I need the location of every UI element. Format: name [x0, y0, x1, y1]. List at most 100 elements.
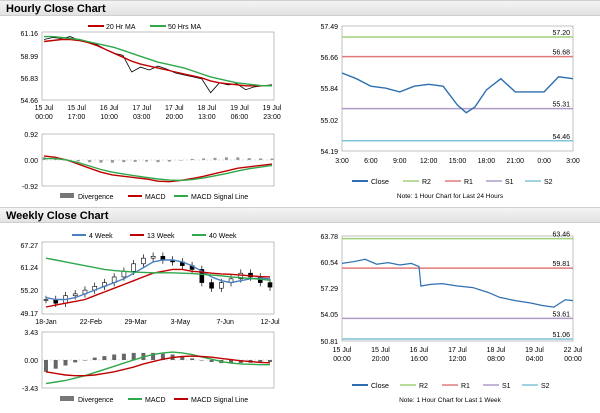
candle-body [131, 263, 136, 272]
x-tick-label: 9:00 [393, 158, 407, 165]
legend-label-r2: R2 [419, 383, 428, 390]
candle-body [121, 271, 127, 278]
pivot-level-label: 56.68 [552, 50, 570, 57]
x-tick-label: 19 Jul [263, 105, 282, 112]
legend-label-4-week: 4 Week [89, 233, 113, 240]
divergence-bar [131, 352, 136, 360]
legend-label-macd-signal: MACD Signal Line [191, 194, 248, 201]
weekly-price-series [43, 252, 273, 308]
weekly-section-title: Weekly Close Chart [0, 207, 600, 223]
legend-label-divergence: Divergence [78, 194, 114, 201]
y-tick-label: 58.99 [20, 54, 38, 61]
series-line-4-week [45, 259, 271, 301]
divergence-bar [44, 360, 48, 372]
y-tick-label: 55.20 [20, 288, 38, 295]
intraday-x-ticks: 3:00 6:00 9:00 12:00 15:00 18:00 21:00 0:00 3:00 [335, 158, 580, 165]
x-tick-label: 7-Jun [216, 319, 234, 326]
x-tick-label: 19 Jul [525, 347, 544, 354]
candle-body [238, 272, 244, 280]
legend-swatch-divergence [60, 396, 74, 401]
divergence-bar [190, 158, 194, 160]
divergence-bar [151, 352, 156, 360]
x-tick-label: 15 Jul [67, 105, 86, 112]
candle-body [141, 257, 146, 265]
x-tick-label: 18:00 [478, 158, 496, 165]
x-tick-label: 10:00 [100, 114, 118, 121]
legend-label-close: Close [371, 383, 389, 390]
weekly-hourly-pivot-levels: 63.46 59.81 53.61 51.06 [342, 232, 573, 340]
divergence-bar [160, 353, 165, 360]
intraday-close-chart: 57.49 56.66 55.84 55.02 54.19 57.20 56.68… [320, 24, 580, 200]
divergence-bar [259, 158, 263, 160]
x-tick-label: 29-Mar [125, 319, 148, 326]
divergence-bar [102, 356, 107, 360]
weekly-price-legend: 4 Week 13 Week 40 Week [72, 233, 237, 240]
series-line-macd [43, 155, 273, 183]
divergence-bar [247, 158, 251, 160]
y-tick-label: 55.02 [320, 118, 338, 125]
divergence-bar [121, 353, 126, 360]
divergence-bar [199, 360, 204, 361]
y-tick-label: 56.83 [20, 76, 38, 83]
divergence-bar [268, 360, 272, 362]
x-tick-label: 18 Jul [487, 347, 506, 354]
y-tick-label: 49.17 [20, 311, 38, 318]
y-tick-label: 0.00 [24, 358, 38, 365]
divergence-bar [167, 160, 171, 162]
divergence-bar [238, 360, 243, 364]
hourly-price-plot-frame [41, 31, 275, 101]
weekly-hourly-x-ticks: 15 Jul 00:00 15 Jul 20:00 16 Jul 16:00 17 Jul 1… [333, 347, 583, 363]
divergence-bar [190, 358, 195, 360]
legend-swatch-divergence [60, 193, 74, 198]
y-tick-label: 3.43 [24, 330, 38, 337]
candle-body [72, 293, 78, 297]
legend-label-s1: S1 [502, 383, 511, 390]
x-tick-label: 16:00 [410, 356, 428, 363]
series-line-close [341, 258, 574, 308]
pivot-level-label: 55.31 [552, 102, 570, 109]
weekly-hourly-close-chart: 63.78 60.54 57.29 54.05 50.81 63.46 59.81… [320, 232, 583, 404]
weekly-hourly-legend: Close R2 R1 S1 S2 [352, 383, 550, 390]
x-tick-label: 22-Feb [80, 319, 102, 326]
y-tick-label: 0.00 [24, 158, 38, 165]
y-tick-label: -3.43 [22, 386, 38, 393]
y-tick-label: 50.81 [320, 339, 338, 346]
divergence-bar [180, 356, 185, 360]
x-tick-label: 3:00 [566, 158, 580, 165]
x-tick-label: 13:00 [198, 114, 216, 121]
pivot-level-label: 59.81 [552, 261, 570, 268]
divergence-bar [83, 360, 87, 361]
series-line-13-week [45, 268, 271, 308]
intraday-pivot-levels: 57.20 56.68 55.31 54.46 [342, 30, 573, 142]
divergence-bar [76, 160, 80, 162]
series-line-50-hrs-ma [44, 35, 272, 87]
legend-label-r1: R1 [461, 383, 470, 390]
series-line-macd-signal-line [44, 157, 273, 182]
divergence-bar [112, 354, 117, 360]
y-tick-label: 57.49 [320, 24, 338, 31]
divergence-bar [73, 360, 78, 363]
divergence-bar [209, 360, 214, 362]
series-line-40-week [45, 257, 271, 281]
legend-label-r2: R2 [422, 179, 431, 186]
weekly-hourly-close-series [341, 258, 574, 308]
x-tick-label: 06:00 [231, 114, 249, 121]
intraday-close-series [341, 72, 574, 114]
x-tick-label: 0:00 [537, 158, 551, 165]
legend-label-close: Close [371, 179, 389, 186]
x-tick-label: 15 Jul [35, 105, 54, 112]
divergence-bar [179, 160, 183, 161]
series-line-close [341, 72, 574, 114]
divergence-bar [63, 360, 68, 366]
pivot-level-label: 57.20 [552, 30, 570, 37]
divergence-bar [236, 157, 240, 160]
x-tick-label: 22 Jul [564, 347, 583, 354]
weekly-price-plot-frame [41, 241, 275, 315]
series-line-20-hr-ma [43, 38, 272, 87]
y-tick-label: 57.29 [320, 286, 338, 293]
divergence-bar [156, 160, 160, 163]
pivot-level-label: 51.06 [552, 332, 570, 339]
x-tick-label: 00:00 [333, 356, 351, 363]
y-tick-label: 67.27 [20, 243, 38, 250]
divergence-bar [202, 158, 206, 160]
